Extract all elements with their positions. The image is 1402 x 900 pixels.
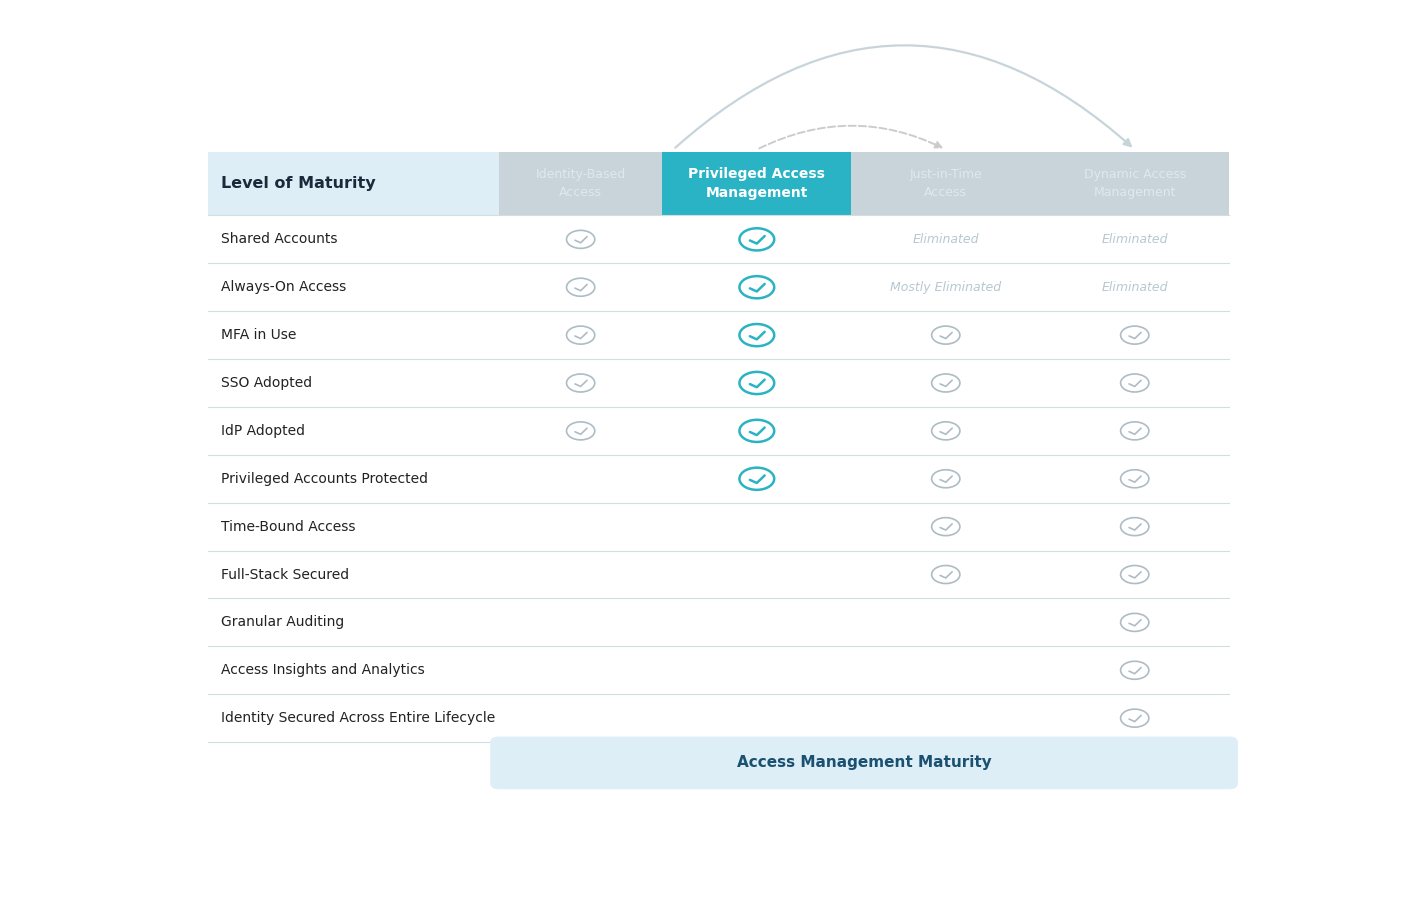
Text: SSO Adopted: SSO Adopted xyxy=(222,376,313,390)
Text: Granular Auditing: Granular Auditing xyxy=(222,616,343,629)
Bar xyxy=(207,454,1230,503)
Text: Shared Accounts: Shared Accounts xyxy=(222,232,338,247)
Text: Full-Stack Secured: Full-Stack Secured xyxy=(222,568,349,581)
Text: Time-Bound Access: Time-Bound Access xyxy=(222,519,355,534)
Bar xyxy=(207,359,1230,407)
FancyBboxPatch shape xyxy=(491,736,1238,789)
Text: MFA in Use: MFA in Use xyxy=(222,328,296,342)
Bar xyxy=(207,407,1230,454)
Text: Privileged Access
Management: Privileged Access Management xyxy=(688,166,826,201)
Bar xyxy=(207,646,1230,694)
Text: Eliminated: Eliminated xyxy=(913,233,979,246)
Bar xyxy=(207,264,1230,311)
Text: Identity-Based
Access: Identity-Based Access xyxy=(536,168,625,199)
Text: Dynamic Access
Management: Dynamic Access Management xyxy=(1084,168,1186,199)
Bar xyxy=(207,694,1230,742)
Text: IdP Adopted: IdP Adopted xyxy=(222,424,304,438)
Bar xyxy=(207,551,1230,598)
Bar xyxy=(207,503,1230,551)
Text: Access Management Maturity: Access Management Maturity xyxy=(736,755,991,770)
Bar xyxy=(851,152,1040,215)
Text: Identity Secured Across Entire Lifecycle: Identity Secured Across Entire Lifecycle xyxy=(222,711,495,725)
Bar xyxy=(1040,152,1230,215)
Bar xyxy=(207,215,1230,264)
Text: Always-On Access: Always-On Access xyxy=(222,280,346,294)
Text: Eliminated: Eliminated xyxy=(1102,281,1168,293)
Text: Just-in-Time
Access: Just-in-Time Access xyxy=(910,168,983,199)
Text: Privileged Accounts Protected: Privileged Accounts Protected xyxy=(222,472,428,486)
Bar xyxy=(207,311,1230,359)
Text: Level of Maturity: Level of Maturity xyxy=(222,176,376,191)
Bar xyxy=(499,152,662,215)
Bar xyxy=(662,152,851,215)
Bar xyxy=(207,152,499,215)
Text: Eliminated: Eliminated xyxy=(1102,233,1168,246)
Text: Access Insights and Analytics: Access Insights and Analytics xyxy=(222,663,425,678)
Bar xyxy=(207,598,1230,646)
Text: Mostly Eliminated: Mostly Eliminated xyxy=(890,281,1001,293)
